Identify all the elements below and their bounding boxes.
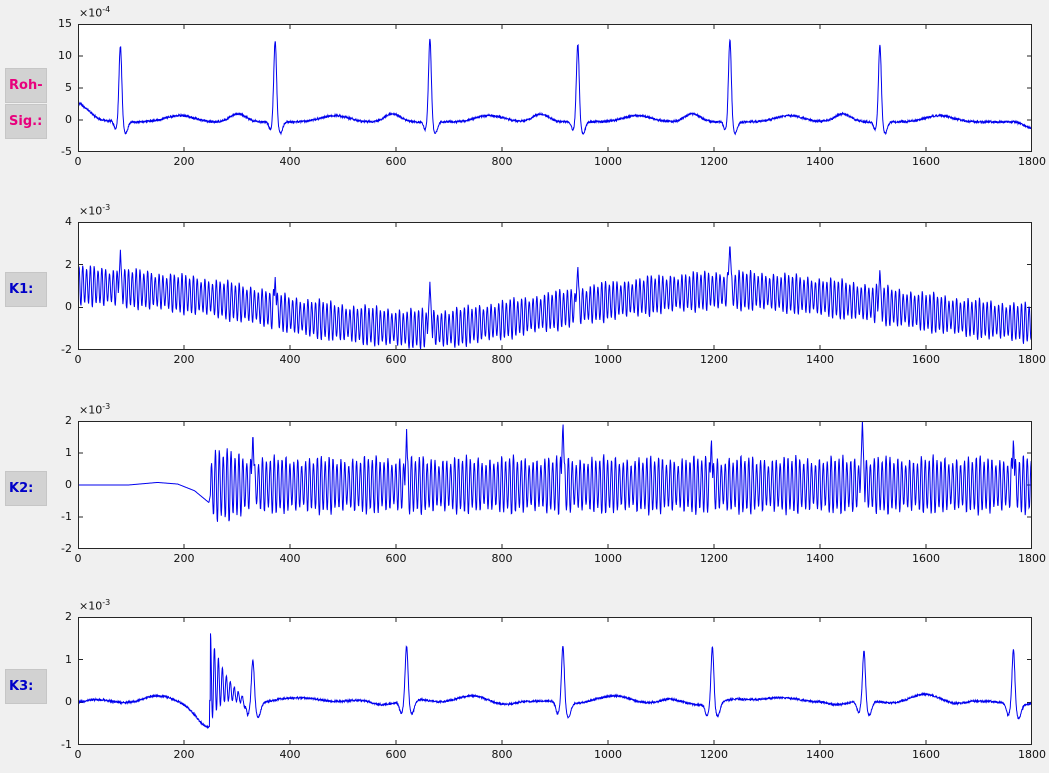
x-tick-label: 1400 [806, 748, 834, 761]
y-tick-label: 1 [65, 446, 72, 459]
axis-ticks [78, 222, 1032, 350]
y-tick-label: 4 [65, 215, 72, 228]
y-axis-exponent-base: ×10 [79, 599, 103, 613]
x-tick-label: 1600 [912, 748, 940, 761]
x-tick-label: 1200 [700, 748, 728, 761]
x-tick-label: 400 [279, 748, 301, 761]
y-tick-label: 10 [58, 49, 72, 62]
x-tick-label: 600 [385, 748, 407, 761]
x-tick-label: 800 [491, 155, 513, 168]
x-tick-label: 1800 [1018, 353, 1046, 366]
x-tick-label: 0 [74, 353, 82, 366]
axes-frame [78, 617, 1032, 745]
row-label-k3: K3: [5, 669, 47, 704]
x-tick-label: 0 [74, 748, 82, 761]
axes-frame [78, 24, 1032, 152]
x-tick-label: 400 [279, 353, 301, 366]
x-tick-label: 1600 [912, 552, 940, 565]
x-tick-label: 1200 [700, 155, 728, 168]
x-tick-label: 1800 [1018, 155, 1046, 168]
row-label-roh-sig-2: Sig.: [5, 104, 47, 139]
y-tick-label: -1 [61, 510, 72, 523]
axis-ticks [78, 421, 1032, 549]
y-axis-exponent-base: ×10 [79, 403, 103, 417]
row-label-roh-sig-1: Roh- [5, 68, 47, 103]
y-axis-exponent-base: ×10 [79, 204, 103, 218]
x-tick-label: 1200 [700, 353, 728, 366]
y-axis-exponent: ×10-4 [79, 5, 110, 20]
signal-trace-roh-sig [78, 38, 1032, 136]
y-tick-label: -5 [61, 145, 72, 158]
axes-k1 [78, 222, 1032, 350]
y-tick-label: 1 [65, 652, 72, 666]
y-tick-label: -2 [61, 343, 72, 356]
y-axis-exponent-power: -3 [102, 402, 111, 411]
y-tick-label: 15 [58, 17, 72, 30]
x-tick-label: 1400 [806, 155, 834, 168]
x-tick-label: 600 [385, 353, 407, 366]
y-axis-exponent: ×10-3 [79, 598, 110, 613]
x-tick-label: 800 [491, 552, 513, 565]
x-tick-label: 1000 [594, 552, 622, 565]
x-tick-label: 1800 [1018, 552, 1046, 565]
x-tick-label: 800 [491, 353, 513, 366]
x-tick-label: 1200 [700, 552, 728, 565]
x-tick-label: 1600 [912, 155, 940, 168]
y-axis-exponent-base: ×10 [79, 6, 103, 20]
x-tick-label: 200 [173, 155, 195, 168]
y-tick-label: 2 [65, 414, 72, 427]
x-tick-label: 1400 [806, 353, 834, 366]
axes-frame [78, 421, 1032, 549]
axis-ticks [78, 24, 1032, 152]
x-tick-label: 400 [279, 552, 301, 565]
x-tick-label: 1400 [806, 552, 834, 565]
y-tick-label: -1 [61, 738, 72, 751]
x-tick-label: 0 [74, 552, 82, 565]
y-axis-exponent: ×10-3 [79, 402, 110, 417]
x-tick-label: 1000 [594, 353, 622, 366]
x-tick-label: 1600 [912, 353, 940, 366]
signal-trace-k2 [78, 421, 1032, 522]
y-tick-label: 0 [65, 695, 72, 709]
y-tick-label: 2 [65, 610, 72, 623]
y-tick-label: 5 [65, 81, 72, 94]
x-tick-label: 800 [491, 748, 513, 761]
signal-trace-k3 [78, 633, 1032, 730]
row-label-k2: K2: [5, 471, 47, 506]
x-tick-label: 1000 [594, 748, 622, 761]
y-tick-label: 0 [65, 300, 72, 314]
y-tick-label: 2 [65, 257, 72, 271]
x-tick-label: 0 [74, 155, 82, 168]
x-tick-label: 200 [173, 552, 195, 565]
y-axis-exponent-power: -3 [102, 203, 111, 212]
axes-k3 [78, 617, 1032, 745]
axes-frame [78, 222, 1032, 350]
x-tick-label: 1800 [1018, 748, 1046, 761]
x-tick-label: 200 [173, 353, 195, 366]
y-tick-label: 0 [65, 478, 72, 491]
y-tick-label: 0 [65, 113, 72, 126]
y-axis-exponent-power: -4 [102, 5, 111, 14]
x-tick-label: 1000 [594, 155, 622, 168]
x-tick-label: 600 [385, 155, 407, 168]
y-axis-exponent-power: -3 [102, 598, 111, 607]
x-tick-label: 200 [173, 748, 195, 761]
axes-k2 [78, 421, 1032, 549]
y-axis-exponent: ×10-3 [79, 203, 110, 218]
axes-roh-sig [78, 24, 1032, 152]
x-tick-label: 400 [279, 155, 301, 168]
y-tick-label: -2 [61, 542, 72, 555]
x-tick-label: 600 [385, 552, 407, 565]
signal-trace-k1 [78, 246, 1032, 350]
row-label-k1: K1: [5, 272, 47, 307]
